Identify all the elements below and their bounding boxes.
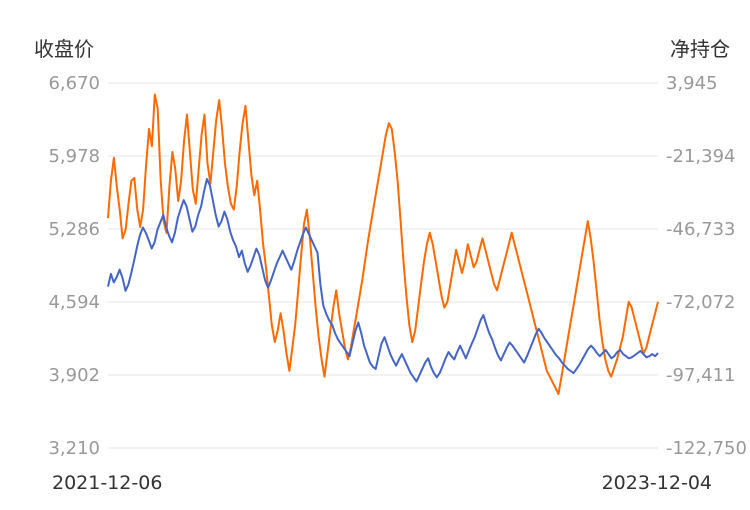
left-axis-ticks: 6,670 5,978 5,286 4,594 3,902 3,210	[48, 73, 100, 459]
left-tick-label: 5,978	[48, 146, 100, 167]
left-tick-label: 3,210	[48, 438, 100, 459]
right-tick-label: -122,750	[666, 438, 747, 459]
x-end-label: 2023-12-04	[602, 472, 712, 494]
right-tick-label: -97,411	[666, 365, 735, 386]
right-tick-label: 3,945	[666, 73, 718, 94]
left-tick-label: 6,670	[48, 73, 100, 94]
left-axis-title: 收盘价	[34, 37, 94, 61]
right-tick-label: -21,394	[666, 146, 735, 167]
left-tick-label: 4,594	[48, 292, 100, 313]
net-position-line	[107, 93, 659, 395]
right-axis-title: 净持仓	[670, 37, 730, 61]
close-price-line	[107, 178, 659, 383]
right-tick-label: -46,733	[666, 219, 735, 240]
grid-lines	[108, 82, 658, 449]
left-tick-label: 5,286	[48, 219, 100, 240]
x-start-label: 2021-12-06	[52, 472, 162, 494]
right-axis-ticks: 3,945 -21,394 -46,733 -72,072 -97,411 -122,75…	[666, 73, 747, 459]
right-tick-label: -72,072	[666, 292, 735, 313]
series-lines	[107, 93, 659, 395]
left-tick-label: 3,902	[48, 365, 100, 386]
